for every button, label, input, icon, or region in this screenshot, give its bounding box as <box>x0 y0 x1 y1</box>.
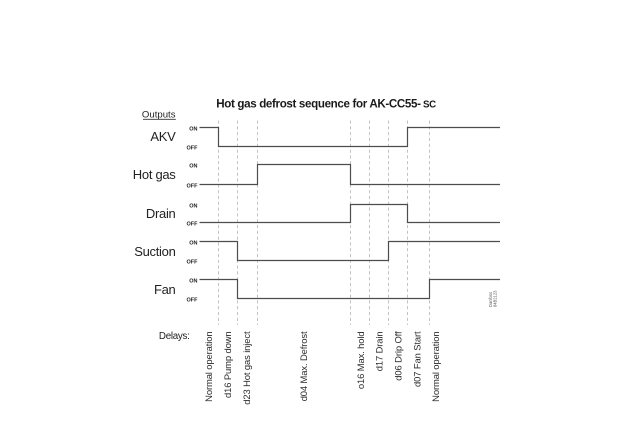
svg-text:d06 Drip Off: d06 Drip Off <box>393 331 404 381</box>
svg-text:o16 Max. hold: o16 Max. hold <box>355 332 366 390</box>
svg-text:OFF: OFF <box>187 183 199 189</box>
svg-text:Drain: Drain <box>146 206 176 221</box>
svg-text:ON: ON <box>189 203 197 209</box>
svg-text:AKV: AKV <box>150 129 176 144</box>
svg-text:Normal operation: Normal operation <box>203 332 214 402</box>
svg-text:Fan: Fan <box>154 282 176 297</box>
svg-text:Hot gas defrost sequence for A: Hot gas defrost sequence for AK-CC55- SC <box>216 98 436 111</box>
svg-text:d04 Max. Defrost: d04 Max. Defrost <box>298 331 309 401</box>
svg-text:Hot gas: Hot gas <box>133 167 177 182</box>
svg-text:Outputs: Outputs <box>142 110 176 121</box>
svg-text:OFF: OFF <box>187 145 199 151</box>
svg-text:d16 Pump down: d16 Pump down <box>222 332 233 398</box>
svg-text:d07 Fan Start: d07 Fan Start <box>412 331 423 387</box>
svg-text:ON: ON <box>189 163 197 169</box>
svg-text:d23 Hot gas inject: d23 Hot gas inject <box>241 331 252 405</box>
svg-text:Danfoss: Danfoss <box>488 292 493 307</box>
svg-text:Suction: Suction <box>134 244 175 259</box>
svg-text:OFF: OFF <box>187 221 199 227</box>
svg-text:ON: ON <box>189 240 197 246</box>
svg-text:Delays:: Delays: <box>159 331 190 342</box>
svg-text:ON: ON <box>189 126 197 132</box>
svg-text:d17 Drain: d17 Drain <box>374 332 385 372</box>
svg-text:OFF: OFF <box>187 259 199 265</box>
svg-text:OFF: OFF <box>187 297 199 303</box>
svg-text:ON: ON <box>189 278 197 284</box>
svg-text:84B2123: 84B2123 <box>493 290 498 307</box>
svg-text:Normal operation: Normal operation <box>430 332 441 402</box>
